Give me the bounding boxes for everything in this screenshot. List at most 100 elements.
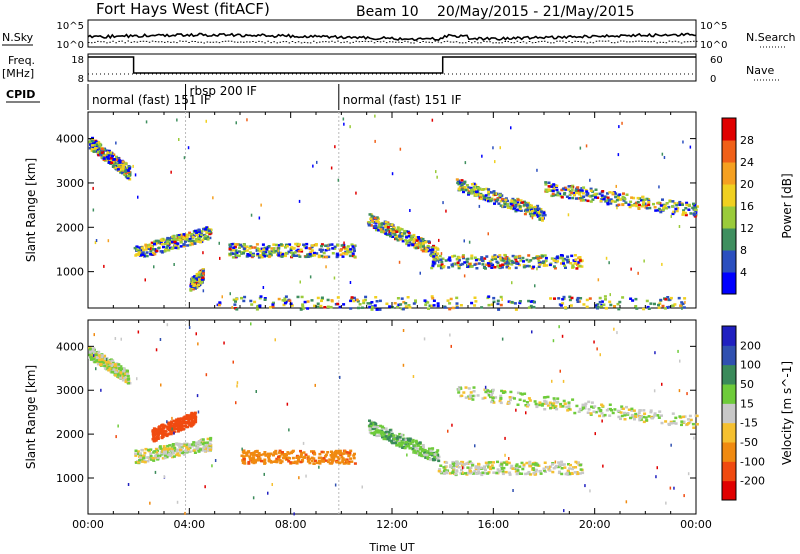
range-gate-cell: [111, 359, 115, 362]
range-gate-cell: [569, 304, 573, 307]
range-gate-cell: [665, 207, 668, 210]
range-gate-cell: [310, 254, 314, 257]
noise-cell: [478, 204, 481, 208]
range-gate-cell: [363, 298, 367, 302]
range-gate-cell: [498, 399, 502, 403]
range-gate-cell: [478, 187, 482, 191]
range-gate-cell: [565, 405, 569, 409]
freq-trace: [88, 56, 696, 75]
range-gate-cell: [169, 429, 173, 433]
range-gate-cell: [437, 264, 441, 267]
range-gate-cell: [126, 174, 130, 178]
range-gate-cell: [420, 248, 424, 252]
range-gate-cell: [476, 466, 480, 469]
range-gate-cell: [233, 252, 237, 255]
range-gate-cell: [345, 252, 349, 256]
range-gate-cell: [599, 199, 603, 203]
range-gate-cell: [557, 461, 561, 464]
range-gate-cell: [693, 203, 697, 207]
range-gate-cell: [572, 191, 575, 195]
range-gate-cell: [174, 246, 178, 250]
range-gate-cell: [499, 394, 503, 398]
range-gate-cell: [391, 235, 395, 238]
range-gate-cell: [561, 405, 565, 408]
range-gate-cell: [415, 243, 419, 247]
range-gate-cell: [486, 262, 490, 265]
range-gate-cell: [476, 258, 480, 261]
range-gate-cell: [387, 433, 391, 436]
range-gate-cell: [534, 470, 538, 473]
range-gate-cell: [190, 241, 194, 245]
range-gate-cell: [409, 446, 412, 450]
range-gate-cell: [418, 447, 422, 451]
range-gate-cell: [99, 153, 102, 156]
y-tick-label: 4000: [56, 340, 84, 353]
range-gate-cell: [151, 457, 155, 460]
range-gate-cell: [671, 212, 675, 216]
range-gate-cell: [616, 302, 620, 306]
range-gate-cell: [368, 305, 372, 309]
noise-cell: [145, 120, 148, 124]
range-gate-cell: [513, 205, 517, 208]
range-gate-cell: [191, 423, 195, 426]
range-gate-cell: [537, 265, 541, 268]
range-gate-cell: [563, 402, 567, 405]
range-gate-cell: [622, 199, 626, 202]
range-gate-cell: [466, 466, 470, 469]
range-gate-cell: [317, 456, 321, 459]
range-gate-cell: [695, 414, 699, 418]
range-gate-cell: [518, 301, 522, 305]
range-gate-cell: [255, 454, 259, 457]
noise-cell: [510, 126, 512, 130]
range-gate-cell: [602, 303, 606, 306]
noise-cell: [437, 453, 440, 457]
range-gate-cell: [636, 196, 640, 200]
range-gate-cell: [550, 257, 554, 260]
freq-panel: [87, 53, 697, 82]
range-gate-cell: [191, 414, 195, 417]
range-gate-cell: [460, 184, 464, 187]
range-gate-cell: [430, 254, 433, 257]
noise-cell: [466, 263, 468, 267]
range-gate-cell: [326, 451, 330, 454]
range-gate-cell: [187, 419, 191, 422]
range-gate-cell: [92, 350, 96, 353]
range-gate-cell: [503, 205, 507, 208]
range-gate-cell: [393, 302, 397, 305]
noise-cell: [184, 511, 186, 515]
range-gate-cell: [153, 242, 156, 246]
range-gate-cell: [375, 308, 379, 311]
range-gate-cell: [110, 157, 113, 160]
range-gate-cell: [124, 175, 128, 178]
range-gate-cell: [499, 199, 503, 203]
range-gate-cell: [279, 461, 283, 465]
colorbar-swatch: [722, 345, 736, 366]
range-gate-cell: [653, 302, 656, 306]
range-gate-cell: [581, 403, 585, 407]
range-gate-cell: [675, 203, 679, 207]
range-gate-cell: [287, 452, 291, 455]
range-gate-cell: [487, 264, 491, 267]
range-gate-cell: [107, 149, 111, 153]
range-gate-cell: [456, 181, 460, 185]
range-gate-cell: [442, 469, 446, 473]
range-gate-cell: [424, 456, 428, 459]
range-gate-cell: [548, 263, 552, 267]
noise-cell: [173, 431, 175, 435]
range-gate-cell: [161, 429, 165, 433]
range-gate-cell: [326, 460, 330, 464]
noise-cell: [92, 186, 94, 190]
range-gate-cell: [166, 236, 170, 240]
range-gate-cell: [255, 243, 259, 246]
range-gate-cell: [570, 188, 574, 192]
colorbar-swatch: [722, 140, 736, 163]
noise-cell: [447, 429, 449, 433]
noise-cell: [105, 358, 108, 361]
range-gate-cell: [198, 443, 202, 446]
range-gate-cell: [461, 254, 465, 257]
range-gate-cell: [551, 404, 555, 407]
range-gate-cell: [157, 241, 161, 244]
noise-cell: [495, 192, 498, 196]
range-gate-cell: [209, 439, 213, 442]
noise-search-line: [88, 40, 698, 44]
